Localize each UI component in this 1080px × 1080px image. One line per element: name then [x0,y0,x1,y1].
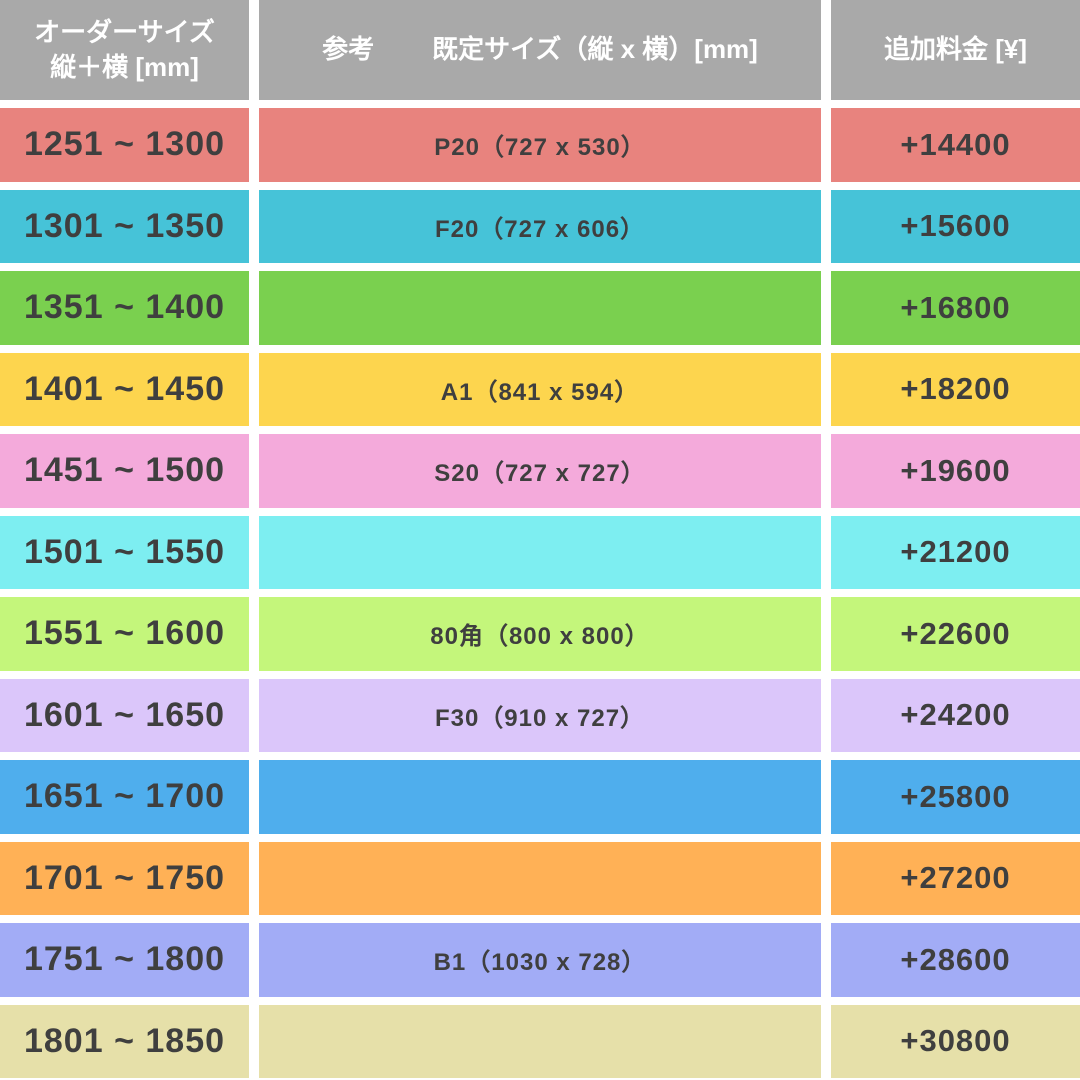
fee-cell: +18200 [831,352,1080,426]
reference-size-cell [259,1004,821,1078]
order-range-cell: 1501 ~ 1550 [0,515,249,589]
order-range-cell: 1651 ~ 1700 [0,760,249,834]
fee-cell: +19600 [831,434,1080,508]
order-range-cell: 1401 ~ 1450 [0,352,249,426]
order-range-cell: 1751 ~ 1800 [0,923,249,997]
reference-size-cell: S20（727 x 727） [259,434,821,508]
order-range-cell: 1251 ~ 1300 [0,108,249,182]
fee-cell: +15600 [831,189,1080,263]
order-range-cell: 1701 ~ 1750 [0,841,249,915]
header-reference-label: 参考 [322,34,375,65]
fee-cell: +16800 [831,271,1080,345]
header-fee-label: 追加料金 [¥] [883,34,1027,65]
reference-size-cell: 80角（800 x 800） [259,597,821,671]
reference-size-cell [259,760,821,834]
fee-cell: +28600 [831,923,1080,997]
fee-cell: +24200 [831,678,1080,752]
reference-size-cell [259,515,821,589]
reference-size-cell: F20（727 x 606） [259,189,821,263]
header-fee: 追加料金 [¥] [831,0,1080,100]
header-reference: 参考 既定サイズ（縦 x 横）[mm] [259,0,821,100]
reference-size-cell: B1（1030 x 728） [259,923,821,997]
order-range-cell: 1301 ~ 1350 [0,189,249,263]
order-range-cell: 1801 ~ 1850 [0,1004,249,1078]
reference-size-cell [259,841,821,915]
fee-cell: +27200 [831,841,1080,915]
reference-size-cell [259,271,821,345]
order-range-cell: 1551 ~ 1600 [0,597,249,671]
header-order-size: オーダーサイズ 縦＋横 [mm] [0,0,249,100]
reference-size-cell: P20（727 x 530） [259,108,821,182]
order-range-cell: 1351 ~ 1400 [0,271,249,345]
fee-cell: +30800 [831,1004,1080,1078]
fee-cell: +25800 [831,760,1080,834]
fee-cell: +22600 [831,597,1080,671]
header-order-size-line2: 縦＋横 [mm] [50,52,199,82]
order-range-cell: 1451 ~ 1500 [0,434,249,508]
reference-size-cell: F30（910 x 727） [259,678,821,752]
fee-cell: +21200 [831,515,1080,589]
order-range-cell: 1601 ~ 1650 [0,678,249,752]
reference-size-cell: A1（841 x 594） [259,352,821,426]
header-reference-title: 既定サイズ（縦 x 横）[mm] [432,34,758,65]
header-order-size-line1: オーダーサイズ [34,16,215,47]
fee-cell: +14400 [831,108,1080,182]
